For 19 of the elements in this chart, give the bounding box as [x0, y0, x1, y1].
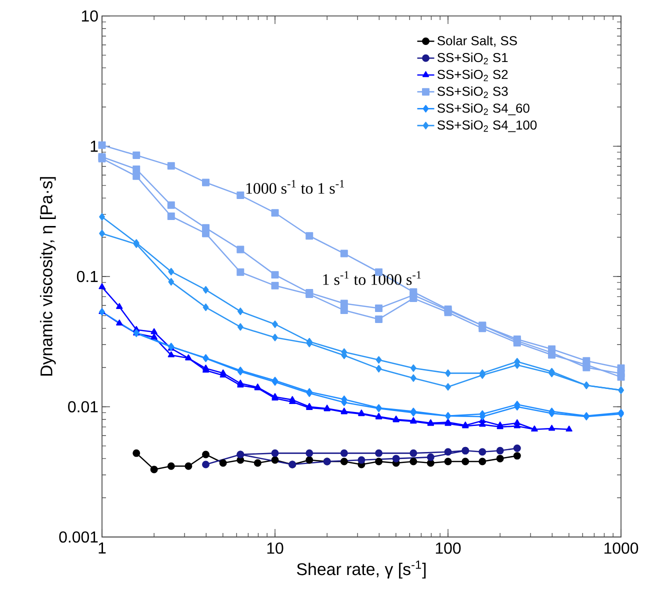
- x-tick-label: 100: [436, 542, 461, 554]
- x-tick-label: 1: [98, 542, 106, 554]
- legend-label: SS+SiO$_{2}$ S3: [437, 86, 508, 98]
- legend-label: SS+SiO$_{2}$ S1: [437, 52, 508, 64]
- legend-label: Solar Salt, SS: [437, 36, 517, 47]
- x-tick-label: 1000: [604, 542, 638, 554]
- annotation: 1 s$^{-1}$ to 1000 s$^{-1}$: [323, 271, 421, 285]
- y-tick-label: 1: [90, 140, 98, 152]
- y-tick-label: 0.1: [76, 270, 98, 282]
- annotation: 1000 s$^{-1}$ to 1 s$^{-1}$: [246, 180, 344, 194]
- x-tick-label: 10: [267, 542, 284, 554]
- x-axis-title: Shear rate, γ [s$^{-1}$]: [296, 560, 426, 579]
- y-tick-label: 10: [82, 10, 98, 22]
- y-tick-label: 0.001: [59, 531, 98, 543]
- y-tick-label: 0.01: [68, 401, 98, 412]
- legend-label: SS+SiO$_{2}$ S4_60: [437, 103, 530, 116]
- legend-label: SS+SiO$_{2}$ S4_100: [437, 120, 537, 132]
- legend-label: SS+SiO$_{2}$ S2: [437, 70, 508, 82]
- y-axis-title: Dynamic viscosity, η [Pa·s]: [40, 177, 56, 376]
